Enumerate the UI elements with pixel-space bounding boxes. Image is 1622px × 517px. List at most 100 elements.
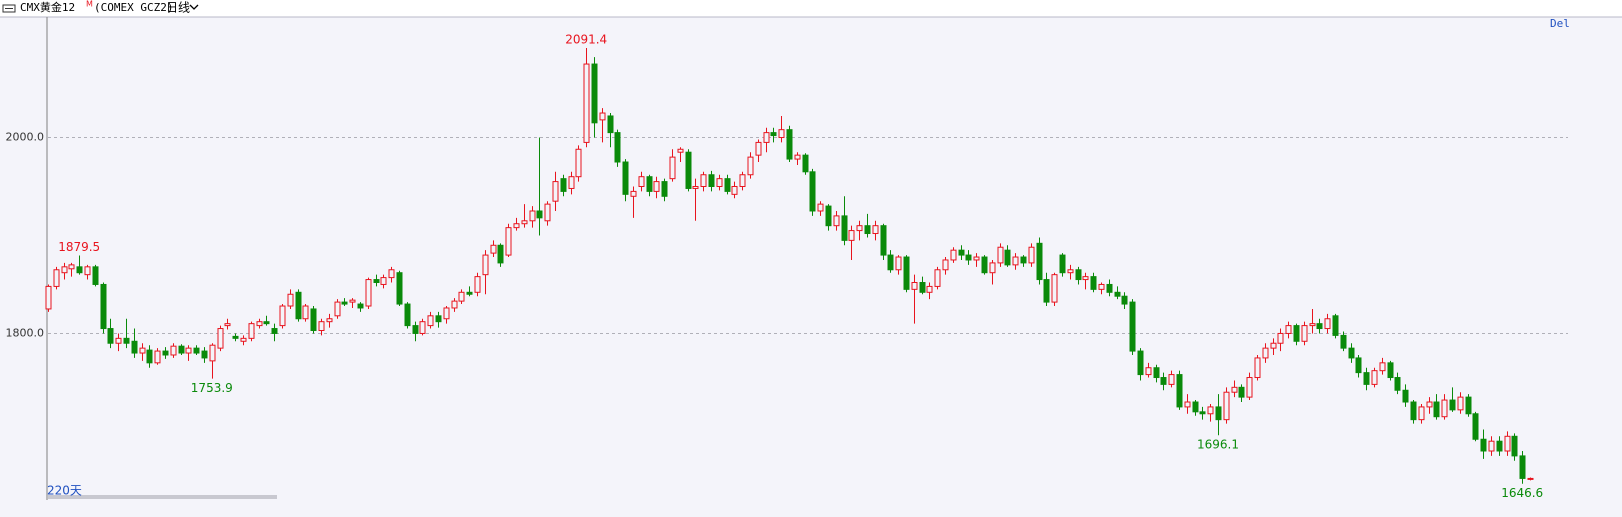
candle-body xyxy=(396,272,403,305)
candle-body xyxy=(185,347,192,354)
candle-body xyxy=(365,279,372,307)
icon-box xyxy=(2,4,16,13)
candle-body xyxy=(1199,411,1206,415)
candle-body xyxy=(1067,269,1074,274)
candle-body xyxy=(412,325,419,334)
candle-body xyxy=(614,132,621,163)
candle-body xyxy=(326,318,333,323)
candle-body xyxy=(458,291,465,302)
candle-body xyxy=(373,279,380,284)
candle-body xyxy=(1371,370,1378,385)
candle-body xyxy=(677,148,684,153)
candle-body xyxy=(1207,406,1214,415)
symbol: CMX黄金12 xyxy=(20,0,75,14)
candle-body xyxy=(123,337,130,344)
candle-body xyxy=(833,215,840,227)
candle-body xyxy=(201,350,208,359)
period-select[interactable]: 日线 xyxy=(166,1,190,15)
header-icon[interactable] xyxy=(2,4,16,13)
candle-body xyxy=(731,185,738,195)
candle-body xyxy=(747,156,754,176)
candle-body xyxy=(536,210,543,219)
candle-body xyxy=(162,350,169,356)
candle-body xyxy=(1480,438,1487,452)
candle-body xyxy=(1309,323,1316,327)
candle-body xyxy=(630,190,637,197)
candle-body xyxy=(443,307,450,320)
candle-body xyxy=(778,129,785,139)
dropdown-arrow[interactable] xyxy=(189,4,199,10)
candle-body xyxy=(497,244,504,264)
candle-body xyxy=(1426,401,1433,408)
candle-body xyxy=(1511,435,1518,457)
candle-body xyxy=(388,269,395,279)
candle-body xyxy=(1441,399,1448,418)
candle-body xyxy=(872,225,879,235)
candle-body xyxy=(763,132,770,143)
candle-body xyxy=(435,315,442,323)
candle-body xyxy=(256,321,263,327)
candle-body xyxy=(1293,325,1300,342)
candle-body xyxy=(131,340,138,354)
candle-body xyxy=(903,256,910,290)
candle-body xyxy=(895,256,902,271)
candle-body xyxy=(310,308,317,332)
scrollbar[interactable] xyxy=(48,495,277,499)
candle-body xyxy=(700,174,707,187)
candle-body xyxy=(942,259,949,271)
candle-body xyxy=(911,282,918,290)
candle-body xyxy=(934,269,941,287)
candle-body xyxy=(139,347,146,354)
candle-body xyxy=(653,181,660,192)
candle-body xyxy=(575,148,582,178)
candle-body xyxy=(685,151,692,189)
candle-body xyxy=(638,176,645,187)
candle-body xyxy=(1332,315,1339,336)
candle-body xyxy=(1075,269,1082,281)
candle-body xyxy=(45,285,52,310)
candle-body xyxy=(1340,334,1347,349)
candle-body xyxy=(100,283,107,330)
candle-body xyxy=(825,205,832,227)
candle-body xyxy=(809,171,816,212)
candle-body xyxy=(68,264,75,270)
candle-body xyxy=(287,293,294,307)
candle-body xyxy=(1098,283,1105,290)
candle-body xyxy=(544,203,551,222)
candle-body xyxy=(591,63,598,124)
candle-body xyxy=(1418,406,1425,421)
candle-body xyxy=(1449,399,1456,411)
symbol-sup: M xyxy=(86,0,93,9)
candle-body xyxy=(1379,362,1386,372)
candle-body xyxy=(232,335,239,339)
candle-body xyxy=(1137,350,1144,376)
candle-body xyxy=(973,256,980,261)
period-count: 220天 xyxy=(47,484,82,498)
candle-body xyxy=(607,115,614,134)
extreme-label: 1696.1 xyxy=(1197,438,1239,452)
candle-body xyxy=(1465,396,1472,415)
candle-body xyxy=(1402,389,1409,403)
candle-body xyxy=(965,254,972,261)
candle-body xyxy=(1051,274,1058,303)
candle-body xyxy=(76,266,83,274)
candle-body xyxy=(451,300,458,309)
candle-body xyxy=(568,176,575,189)
candle-body xyxy=(1231,386,1238,393)
candle-body xyxy=(154,350,161,364)
candle-body xyxy=(170,345,177,356)
candle-body xyxy=(817,203,824,212)
candle-body xyxy=(1176,374,1183,408)
del-button[interactable]: Del xyxy=(1550,17,1570,30)
candle-body xyxy=(794,154,801,160)
candle-body xyxy=(107,328,114,344)
candle-body xyxy=(887,254,894,271)
candle-body xyxy=(474,276,481,293)
candle-body xyxy=(521,220,528,225)
candle-body xyxy=(115,337,122,344)
candle-body xyxy=(1246,377,1253,398)
candle-body xyxy=(989,262,996,274)
candle-body xyxy=(1301,325,1308,342)
